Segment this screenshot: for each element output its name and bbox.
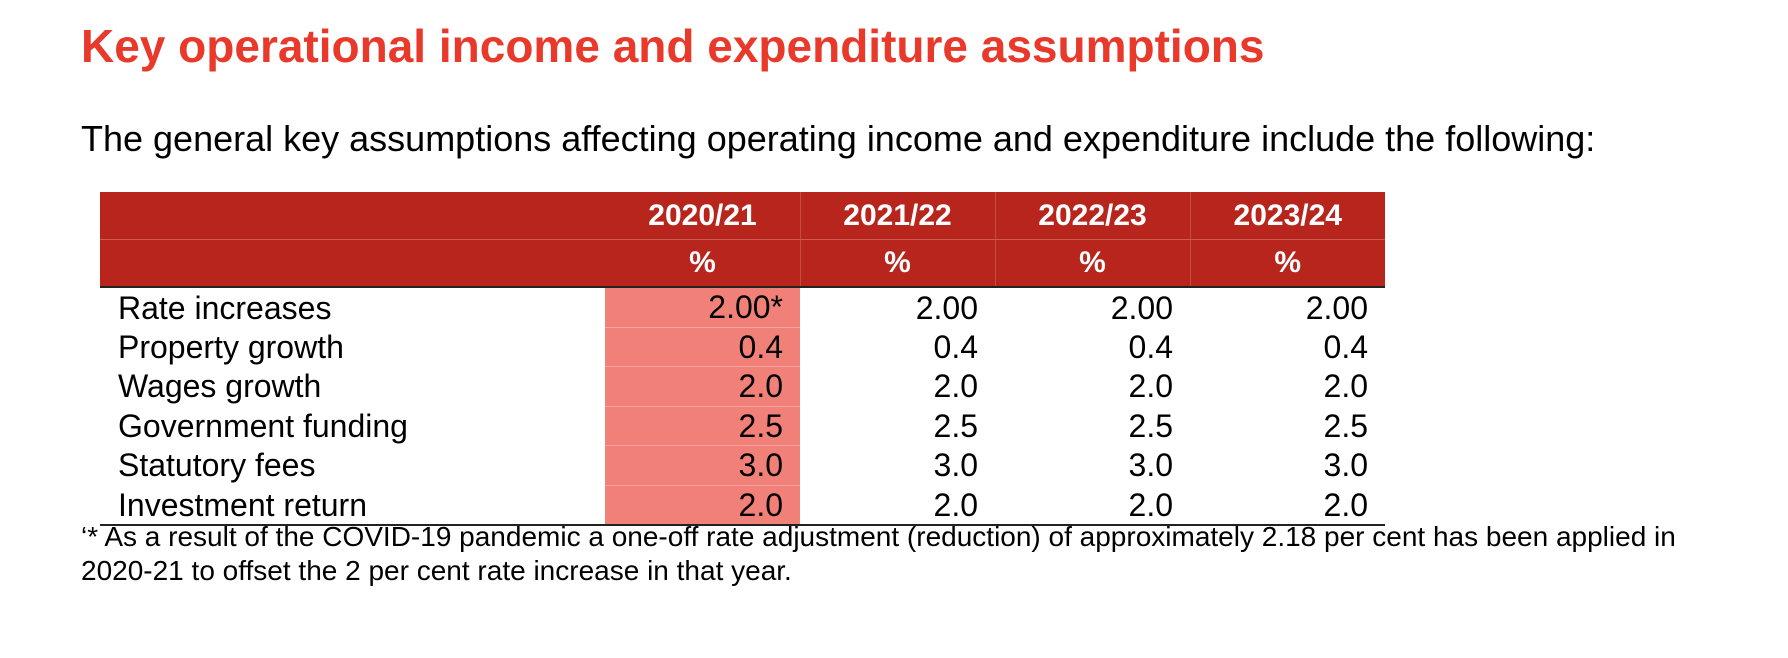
header-year-2022-23: 2022/23 xyxy=(995,192,1191,240)
value-cell: 2.5 xyxy=(1323,407,1368,444)
row-label: Property growth xyxy=(118,328,344,365)
header-year-2020-21: 2020/21 xyxy=(605,192,801,240)
value-cell: 3.0 xyxy=(1128,447,1173,484)
value-cell: 2.0 xyxy=(605,366,800,407)
row-label: Investment return xyxy=(100,485,605,526)
header-year-2021-22: 2021/22 xyxy=(800,192,996,240)
value-cell: 3.0 xyxy=(1323,447,1368,484)
value-cell: 2.00 xyxy=(915,289,978,326)
value-cell: 2.5 xyxy=(605,406,800,446)
value-cell: 3.0 xyxy=(605,445,800,486)
value-cell: 2.00 xyxy=(1110,289,1173,326)
unit-header-row: % % % % xyxy=(100,239,1385,288)
year-header-row: 2020/21 2021/22 2022/23 2023/24 xyxy=(100,192,1385,240)
value-cell: 2.0 xyxy=(933,368,978,405)
footnote: ‘* As a result of the COVID-19 pandemic … xyxy=(81,521,1676,586)
value-cell: 2.5 xyxy=(933,407,978,444)
row-label: Wages growth xyxy=(118,368,322,405)
value-cell: 2.0 xyxy=(1128,368,1173,405)
value-cell: 2.00 xyxy=(1305,289,1368,326)
value-cell: 2.5 xyxy=(1128,407,1173,444)
table-row: Wages growth 2.0 2.0 2.0 2.0 xyxy=(100,366,1385,407)
row-label: Rate increases xyxy=(118,289,332,326)
value-cell: 0.4 xyxy=(605,327,800,367)
value-cell: 3.0 xyxy=(933,447,978,484)
value-cell: 2.0 xyxy=(800,485,995,526)
header-unit-2021-22: % xyxy=(800,239,996,288)
header-unit-2020-21: % xyxy=(605,239,801,288)
value-cell: 2.00* xyxy=(605,287,800,328)
value-cell: 0.4 xyxy=(1323,328,1368,365)
row-label: Statutory fees xyxy=(118,447,316,484)
header-blank-cell xyxy=(100,239,606,288)
header-unit-2022-23: % xyxy=(995,239,1191,288)
row-label: Government funding xyxy=(118,407,408,444)
value-cell: 2.0 xyxy=(605,485,800,526)
header-unit-2023-24: % xyxy=(1190,239,1385,288)
value-cell: 0.4 xyxy=(933,328,978,365)
table-row: Rate increases 2.00* 2.00 2.00 2.00 xyxy=(100,287,1385,328)
assumptions-table: 2020/21 2021/22 2022/23 2023/24 % % % % … xyxy=(100,192,1385,526)
value-cell: 2.0 xyxy=(1323,368,1368,405)
value-cell: 2.0 xyxy=(995,485,1190,526)
header-year-2023-24: 2023/24 xyxy=(1190,192,1385,240)
section-heading: Key operational income and expenditure a… xyxy=(81,20,1265,72)
intro-paragraph: The general key assumptions affecting op… xyxy=(81,118,1596,159)
table-row: Statutory fees 3.0 3.0 3.0 3.0 xyxy=(100,445,1385,486)
table-row: Investment return 2.0 2.0 2.0 2.0 xyxy=(100,485,1385,526)
table-row: Property growth 0.4 0.4 0.4 0.4 xyxy=(100,327,1385,367)
table-header: 2020/21 2021/22 2022/23 2023/24 % % % % xyxy=(100,192,1385,288)
table-row: Government funding 2.5 2.5 2.5 2.5 xyxy=(100,406,1385,446)
table-body: Rate increases 2.00* 2.00 2.00 2.00 Prop… xyxy=(100,287,1385,526)
value-cell: 2.0 xyxy=(1190,485,1385,526)
header-blank-cell xyxy=(100,192,606,240)
value-cell: 0.4 xyxy=(1128,328,1173,365)
